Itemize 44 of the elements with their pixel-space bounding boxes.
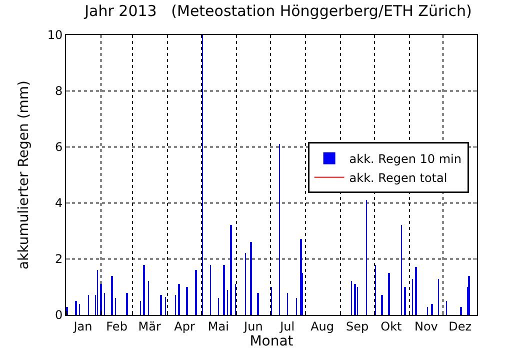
x-tick-label: Dez [448,319,472,334]
x-tick-label: Feb [106,319,128,334]
chart-title: Jahr 2013 (Meteostation Hönggerberg/ETH Zürich) [84,2,472,20]
x-tick-label: Jul [279,319,295,334]
y-axis-title: akkumulierter Regen (mm) [16,80,32,270]
y-tick-label: 8 [54,84,63,98]
y-tick-label: 2 [54,252,63,266]
bar [381,295,383,315]
bar [257,293,259,315]
bar [195,270,197,315]
bar [250,242,252,315]
bar [126,293,128,315]
x-tick-label: Mär [138,319,161,334]
legend-label: akk. Regen 10 min [349,152,462,166]
bar [230,225,232,315]
bar [468,276,470,315]
bar [388,273,390,315]
bar [223,265,225,315]
bar [178,284,180,315]
bar [186,287,188,315]
x-tick-label: Okt [380,319,402,334]
bar [100,284,102,315]
bar [160,295,162,315]
x-tick-label: Nov [414,319,438,334]
x-axis-title: Monat [250,333,294,350]
bar [354,284,356,315]
x-tick-label: Mai [208,319,229,334]
bar [460,307,462,315]
y-tick-label: 0 [54,308,63,322]
legend-label: akk. Regen total [349,170,448,185]
y-tick-label: 4 [54,196,63,210]
bar [415,267,417,315]
bar [143,265,145,315]
bar [404,287,406,315]
bar [431,304,433,315]
x-tick-label: Aug [310,319,334,334]
bar [111,276,113,315]
x-tick-label: Jun [243,319,263,334]
x-tick-label: Apr [174,319,196,334]
x-tick-label: Jan [72,319,92,334]
bar [75,301,77,315]
y-tick-label: 10 [47,28,63,42]
x-tick-label: Sep [346,319,369,334]
y-tick-label: 6 [54,140,63,154]
